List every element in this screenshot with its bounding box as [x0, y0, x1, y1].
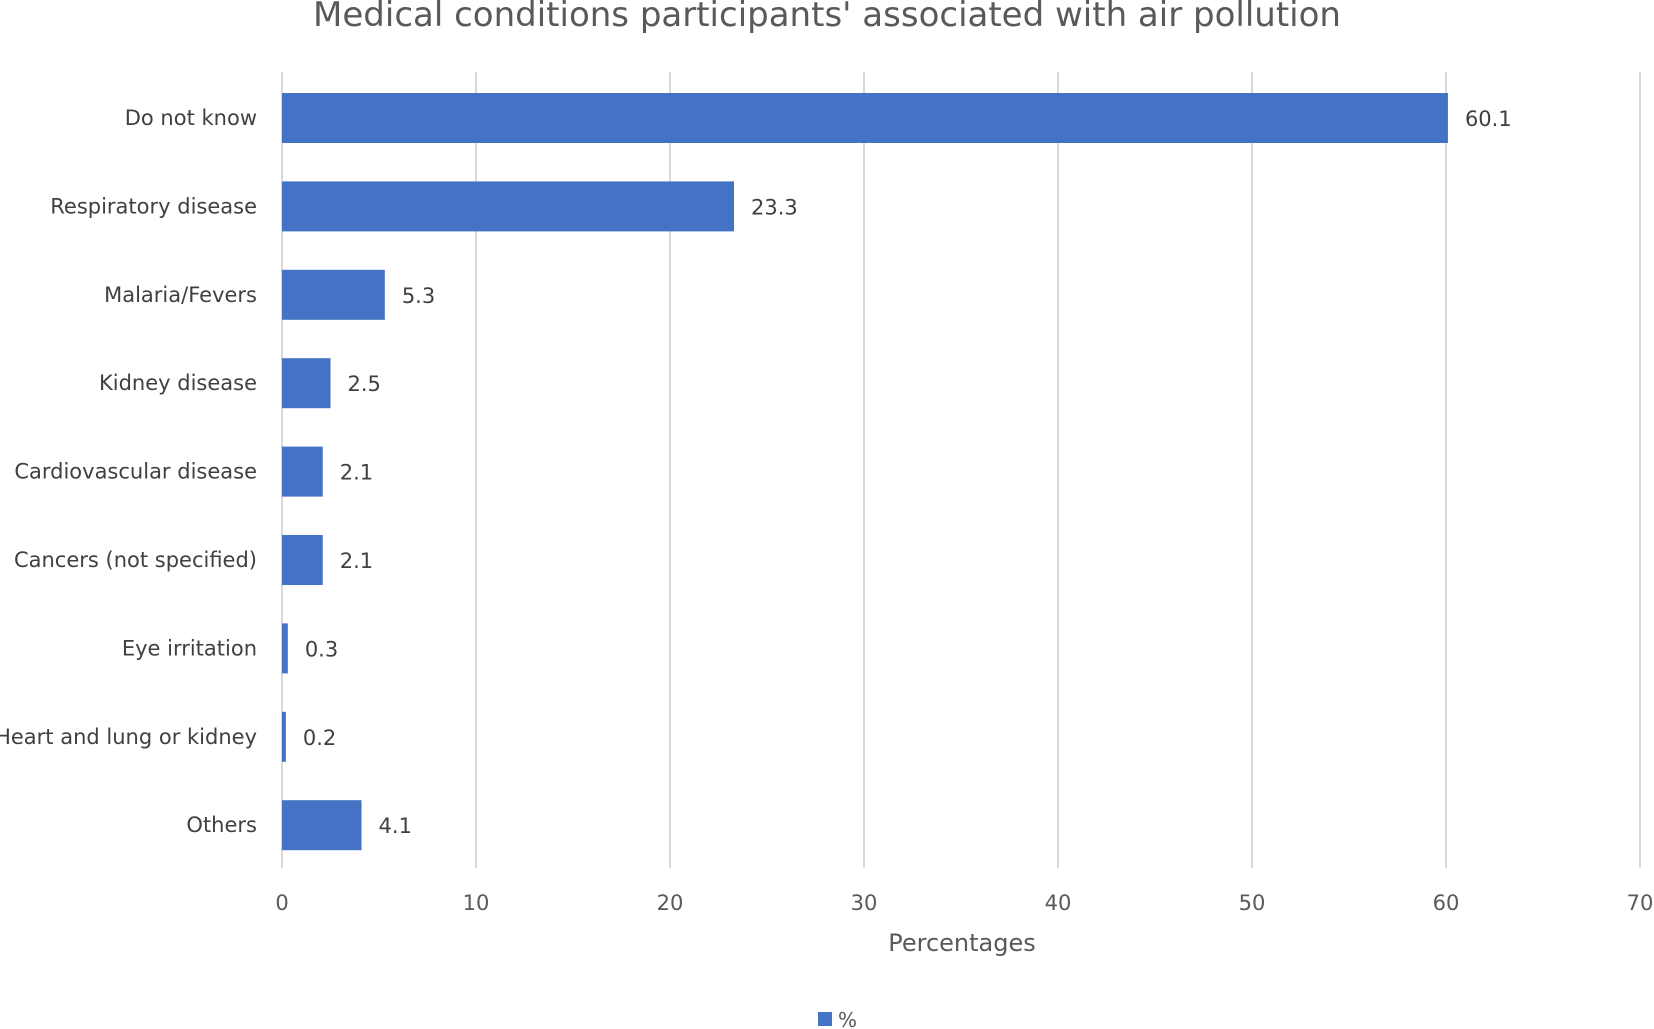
legend: % [818, 1008, 857, 1029]
data-label-heart-and-lung-or-kidney: 0.2 [303, 726, 336, 750]
x-tick-label-50: 50 [1239, 891, 1266, 915]
category-label-cancers-not-specified: Cancers (not specified) [14, 548, 257, 572]
bar-kidney-disease [282, 358, 331, 409]
category-label-respiratory-disease: Respiratory disease [50, 194, 257, 218]
bars [282, 93, 1448, 851]
category-label-malaria-fevers: Malaria/Fevers [104, 283, 257, 307]
bar-cardiovascular-disease [282, 446, 323, 497]
bar-respiratory-disease [282, 181, 735, 232]
category-label-cardiovascular-disease: Cardiovascular disease [14, 460, 257, 484]
category-label-others: Others [186, 813, 257, 837]
x-axis-tick-labels: 0 10 20 30 40 50 60 70 [275, 891, 1653, 915]
bar-malaria-fevers [282, 269, 385, 320]
data-label-eye-irritation: 0.3 [305, 637, 338, 661]
x-axis-title: Percentages [888, 929, 1036, 957]
bar-heart-and-lung-or-kidney [282, 711, 286, 762]
category-label-kidney-disease: Kidney disease [99, 371, 257, 395]
x-tick-label-60: 60 [1433, 891, 1460, 915]
x-tick-label-70: 70 [1627, 891, 1654, 915]
data-label-respiratory-disease: 23.3 [751, 195, 798, 219]
x-tick-label-30: 30 [851, 891, 878, 915]
x-tick-label-10: 10 [463, 891, 490, 915]
data-label-malaria-fevers: 5.3 [402, 284, 435, 308]
bar-others [282, 800, 362, 851]
bar-cancers-not-specified [282, 535, 323, 585]
legend-swatch [818, 1012, 832, 1026]
chart-title: Medical conditions participants' associa… [313, 0, 1341, 35]
category-labels: Do not know Respiratory disease Malaria/Fe… [0, 106, 257, 837]
data-label-do-not-know: 60.1 [1465, 107, 1512, 131]
x-tick-label-20: 20 [657, 891, 684, 915]
category-label-eye-irritation: Eye irritation [122, 636, 257, 660]
x-tick-label-0: 0 [275, 891, 288, 915]
bar-do-not-know [282, 93, 1448, 143]
bar-eye-irritation [282, 623, 288, 674]
category-label-heart-and-lung-or-kidney: Heart and lung or kidney [0, 725, 257, 749]
data-label-cancers-not-specified: 2.1 [340, 549, 373, 573]
data-labels: 60.1 23.3 5.3 2.5 2.1 2.1 0.3 0.2 4.1 [303, 107, 1512, 838]
x-tick-label-40: 40 [1045, 891, 1072, 915]
data-label-kidney-disease: 2.5 [348, 372, 381, 396]
legend-label: % [838, 1008, 857, 1029]
data-label-cardiovascular-disease: 2.1 [340, 461, 373, 485]
data-label-others: 4.1 [379, 814, 412, 838]
category-label-do-not-know: Do not know [125, 106, 257, 130]
